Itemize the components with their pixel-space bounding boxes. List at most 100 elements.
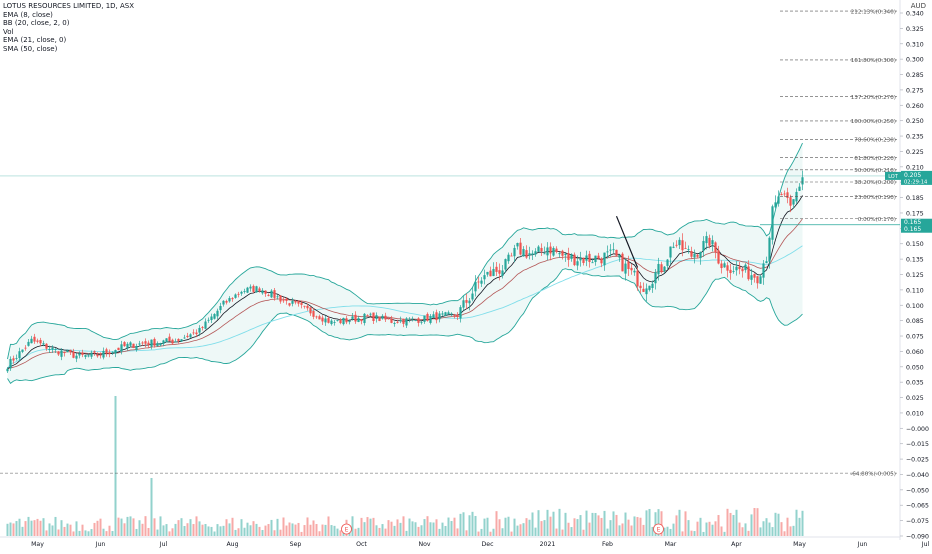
candle-body[interactable] (420, 321, 423, 323)
candle-body[interactable] (306, 305, 309, 309)
candle-body[interactable] (468, 300, 471, 304)
candle-body[interactable] (723, 263, 726, 268)
candle-body[interactable] (504, 259, 507, 270)
candle-body[interactable] (591, 262, 594, 264)
candle-body[interactable] (330, 320, 333, 325)
candle-body[interactable] (696, 254, 699, 257)
candle-body[interactable] (282, 300, 285, 302)
candle-body[interactable] (36, 340, 39, 342)
candle-body[interactable] (351, 316, 354, 319)
symbol-tag[interactable] (885, 171, 901, 180)
candle-body[interactable] (534, 251, 537, 255)
candle-body[interactable] (126, 343, 129, 349)
candle-body[interactable] (15, 358, 18, 359)
candle-body[interactable] (789, 197, 792, 206)
candle-body[interactable] (552, 247, 555, 256)
candle-body[interactable] (189, 334, 192, 338)
candle-body[interactable] (699, 251, 702, 259)
candle-body[interactable] (780, 194, 783, 196)
candle-body[interactable] (456, 314, 459, 317)
candle-body[interactable] (600, 258, 603, 264)
last-price-tag[interactable] (901, 170, 932, 185)
candle-body[interactable] (528, 253, 531, 256)
candle-body[interactable] (192, 332, 195, 334)
candle-body[interactable] (372, 312, 375, 322)
candle-body[interactable] (327, 318, 330, 323)
candle-body[interactable] (411, 318, 414, 320)
candle-body[interactable] (135, 346, 138, 350)
candle-body[interactable] (108, 352, 111, 354)
candle-body[interactable] (219, 306, 222, 311)
candle-body[interactable] (450, 313, 453, 315)
candle-body[interactable] (510, 255, 513, 257)
candle-body[interactable] (624, 263, 627, 274)
candle-body[interactable] (516, 243, 519, 247)
candle-body[interactable] (267, 294, 270, 296)
candle-body[interactable] (747, 266, 750, 280)
candle-body[interactable] (609, 249, 612, 251)
candle-body[interactable] (636, 270, 639, 287)
candle-body[interactable] (588, 253, 591, 262)
candle-body[interactable] (339, 319, 342, 324)
candle-body[interactable] (210, 316, 213, 321)
candle-body[interactable] (717, 250, 720, 264)
candle-body[interactable] (294, 300, 297, 303)
candle-body[interactable] (570, 254, 573, 259)
candle-body[interactable] (78, 353, 81, 356)
candle-body[interactable] (90, 352, 93, 357)
candle-body[interactable] (120, 344, 123, 352)
candle-body[interactable] (45, 343, 48, 349)
candle-body[interactable] (81, 352, 84, 355)
candle-body[interactable] (462, 300, 465, 308)
candle-body[interactable] (399, 320, 402, 322)
candle-body[interactable] (63, 352, 66, 354)
candle-body[interactable] (357, 318, 360, 322)
candle-body[interactable] (573, 254, 576, 266)
candle-body[interactable] (429, 316, 432, 323)
candle-body[interactable] (765, 261, 768, 263)
candle-body[interactable] (759, 276, 762, 284)
candle-body[interactable] (672, 246, 675, 248)
candle-body[interactable] (471, 293, 474, 300)
candle-body[interactable] (366, 315, 369, 317)
candle-body[interactable] (801, 177, 804, 185)
candle-body[interactable] (9, 358, 12, 369)
candle-body[interactable] (111, 351, 114, 353)
candle-body[interactable] (105, 349, 108, 354)
candle-body[interactable] (39, 339, 42, 344)
candle-body[interactable] (579, 257, 582, 261)
candle-body[interactable] (228, 298, 231, 302)
candle-body[interactable] (159, 343, 162, 346)
candle-body[interactable] (783, 193, 786, 195)
candle-body[interactable] (645, 288, 648, 295)
candle-body[interactable] (42, 343, 45, 345)
candle-body[interactable] (543, 253, 546, 255)
candle-body[interactable] (309, 307, 312, 314)
candle-body[interactable] (363, 313, 366, 324)
candle-body[interactable] (123, 342, 126, 347)
candle-body[interactable] (369, 313, 372, 315)
candle-body[interactable] (798, 186, 801, 191)
candle-body[interactable] (66, 350, 69, 353)
candle-body[interactable] (243, 291, 246, 292)
candle-body[interactable] (195, 332, 198, 335)
candle-body[interactable] (231, 298, 234, 300)
candle-body[interactable] (186, 335, 189, 338)
candle-body[interactable] (264, 290, 267, 294)
candle-body[interactable] (381, 315, 384, 319)
candle-body[interactable] (639, 285, 642, 289)
candle-body[interactable] (687, 249, 690, 250)
candle-body[interactable] (246, 287, 249, 293)
candle-body[interactable] (792, 199, 795, 205)
candle-body[interactable] (183, 337, 186, 339)
candle-body[interactable] (618, 254, 621, 258)
candle-body[interactable] (669, 246, 672, 258)
candle-body[interactable] (498, 270, 501, 274)
candle-body[interactable] (567, 253, 570, 260)
candle-body[interactable] (492, 269, 495, 277)
candle-body[interactable] (402, 319, 405, 324)
candle-body[interactable] (432, 314, 435, 319)
candle-body[interactable] (441, 313, 444, 315)
candle-body[interactable] (663, 266, 666, 272)
